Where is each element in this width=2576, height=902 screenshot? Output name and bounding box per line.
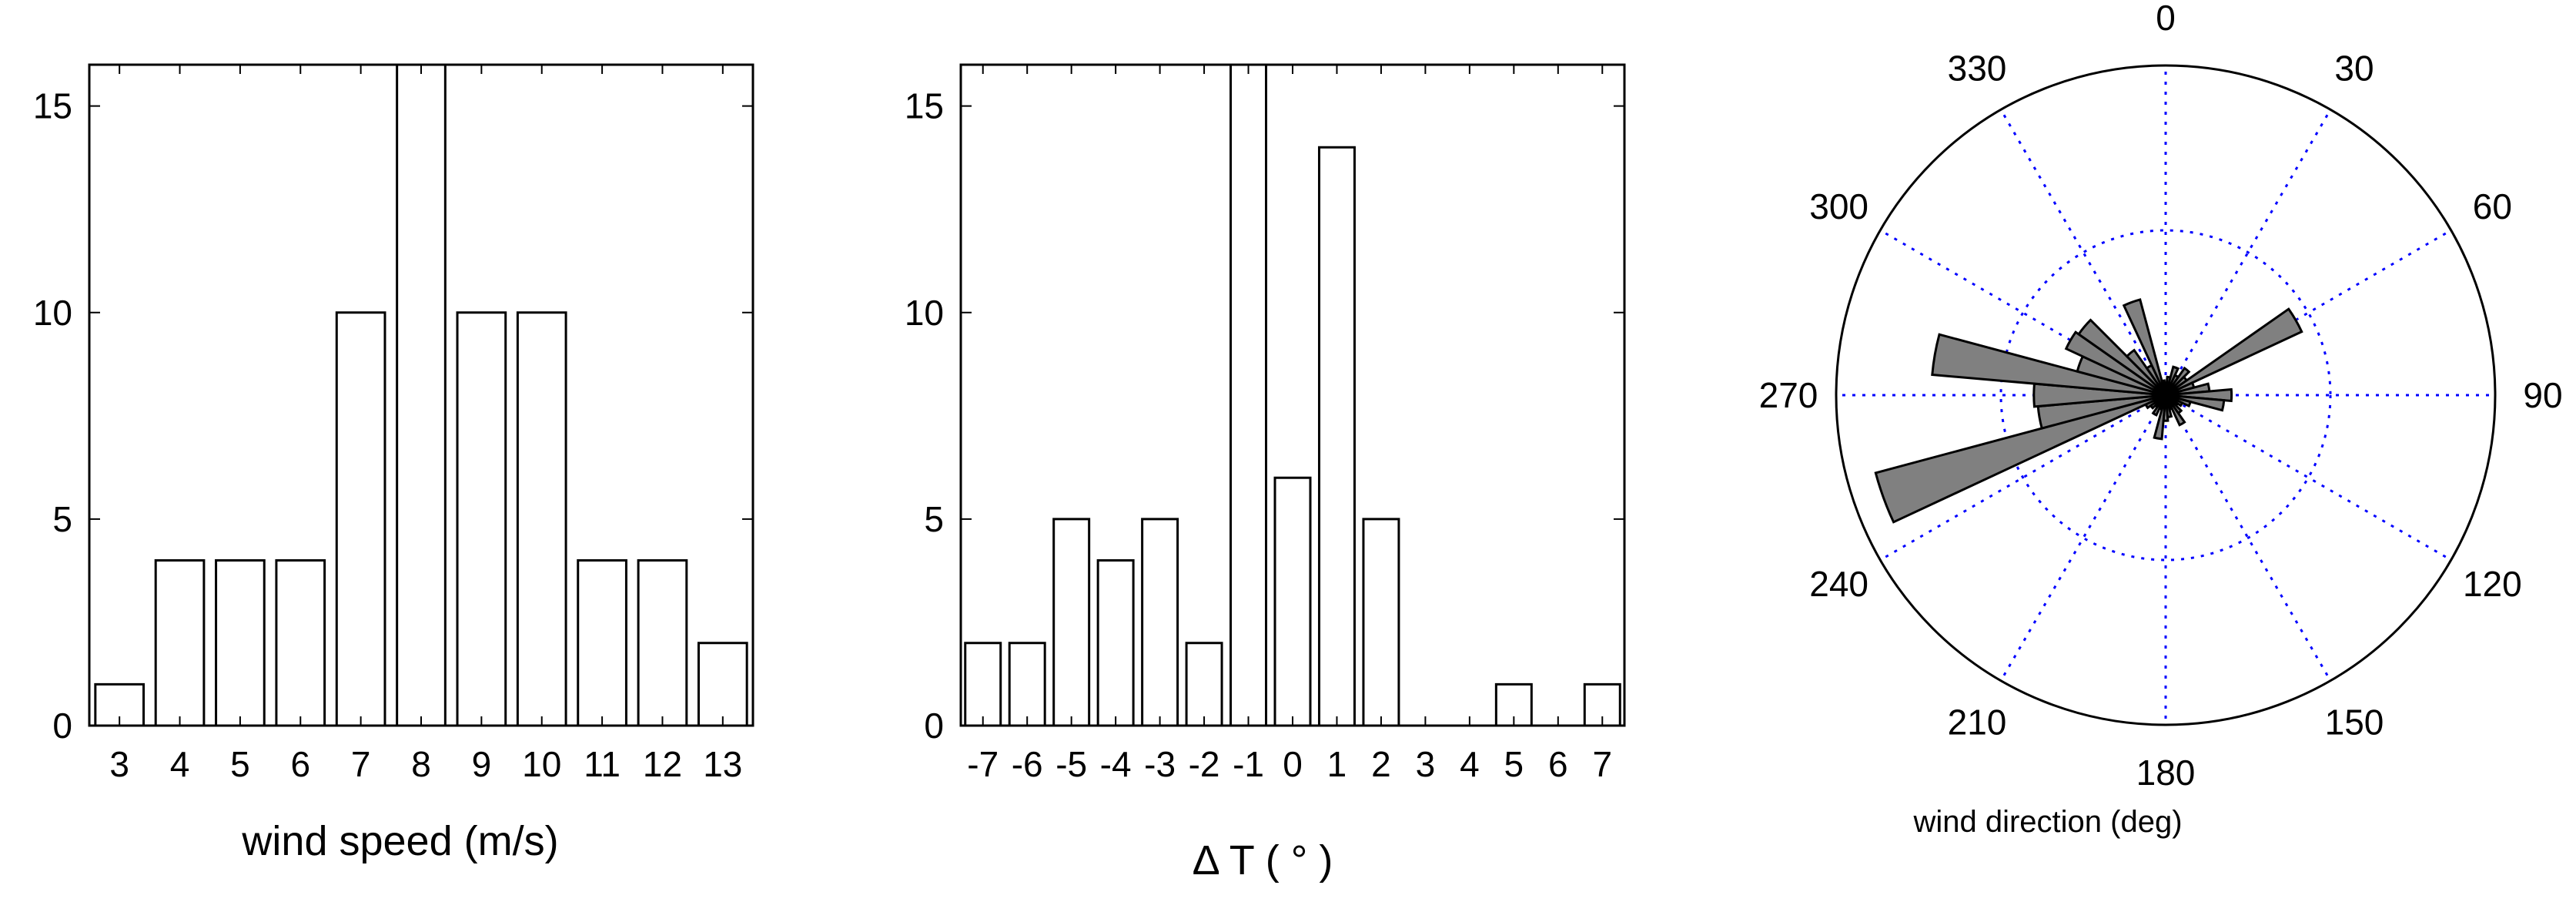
angle-label: 30 xyxy=(2334,49,2374,89)
x-tick-label: 11 xyxy=(584,744,621,784)
x-tick-label: 7 xyxy=(1592,744,1612,784)
angle-label: 330 xyxy=(1948,49,2007,89)
histogram-bar xyxy=(396,63,447,727)
histogram-bar xyxy=(1229,63,1268,727)
histogram-bar xyxy=(1317,146,1356,727)
x-tick-label: 1 xyxy=(1327,744,1347,784)
histogram-bar xyxy=(1096,559,1135,727)
histogram-bar xyxy=(697,642,748,727)
angle-label: 0 xyxy=(2156,0,2176,38)
wind-direction-axis-title: wind direction (deg) xyxy=(1912,805,2182,839)
x-tick-label: 2 xyxy=(1371,744,1391,784)
x-tick-label: 9 xyxy=(472,744,492,784)
rose-wedge xyxy=(1874,394,2166,524)
angle-label: 270 xyxy=(1759,375,1818,415)
histogram-bar xyxy=(456,311,507,727)
angle-label: 240 xyxy=(1809,564,1868,604)
x-tick-label: -1 xyxy=(1233,744,1264,784)
histogram-bar xyxy=(577,559,627,727)
histogram-bar xyxy=(1273,476,1312,727)
histogram-bar xyxy=(1141,518,1179,727)
wind-rose-plot: 0 30 60 90 120 150 180 210 240 270 300 330 xyxy=(1759,0,2563,793)
rose-wedge xyxy=(2165,307,2303,397)
angle-label: 120 xyxy=(2463,564,2522,604)
y-tick-label: 5 xyxy=(924,499,944,539)
angle-label: 210 xyxy=(1948,702,2007,742)
x-tick-label: 10 xyxy=(522,744,561,784)
histogram-bar xyxy=(1008,642,1046,727)
rose-wedge xyxy=(2160,379,2167,396)
x-tick-label: -6 xyxy=(1012,744,1043,784)
x-tick-label: -2 xyxy=(1189,744,1220,784)
x-tick-label: -7 xyxy=(967,744,999,784)
rose-wedge xyxy=(2076,318,2167,397)
x-tick-label: 13 xyxy=(703,744,742,784)
angle-label: 150 xyxy=(2325,702,2384,742)
y-tick-label: 10 xyxy=(33,293,72,333)
axes-frame xyxy=(88,63,754,727)
x-tick-label: -3 xyxy=(1144,744,1176,784)
x-tick-label: 12 xyxy=(643,744,682,784)
angle-label: 90 xyxy=(2523,375,2562,415)
x-tick-label: 3 xyxy=(1416,744,1436,784)
y-tick-label: 15 xyxy=(905,86,944,126)
x-tick-label: 6 xyxy=(290,744,310,784)
y-tick-label: 0 xyxy=(52,706,72,746)
x-tick-label: -4 xyxy=(1100,744,1132,784)
x-tick-label: 5 xyxy=(230,744,250,784)
histogram-bar xyxy=(516,311,567,727)
histogram-bar xyxy=(1185,642,1223,727)
rose-wedge xyxy=(2064,330,2166,397)
y-tick-label: 5 xyxy=(52,499,72,539)
rose-wedge xyxy=(2165,387,2233,403)
angle-label: 60 xyxy=(2473,186,2512,226)
histogram-bar xyxy=(275,559,326,727)
histogram-bar xyxy=(637,559,688,727)
x-tick-label: 7 xyxy=(351,744,371,784)
wind-speed-axis-title: wind speed (m/s) xyxy=(241,818,558,864)
histogram-bar xyxy=(1362,518,1400,727)
angle-label: 180 xyxy=(2136,753,2196,793)
axes-frame xyxy=(959,63,1626,727)
y-tick-label: 15 xyxy=(33,86,72,126)
rose-wedge xyxy=(2125,348,2167,397)
x-tick-label: -5 xyxy=(1055,744,1087,784)
histogram-bar xyxy=(215,559,266,727)
x-tick-label: 8 xyxy=(411,744,431,784)
y-tick-label: 10 xyxy=(905,293,944,333)
x-tick-label: 5 xyxy=(1504,744,1524,784)
histogram-bar xyxy=(154,559,206,727)
y-tick-label: 0 xyxy=(924,706,944,746)
delta-t-axis-title: Δ T ( ° ) xyxy=(1193,837,1333,884)
histogram-bar xyxy=(1052,518,1091,727)
x-tick-label: 4 xyxy=(1460,744,1480,784)
x-tick-label: 3 xyxy=(109,744,129,784)
rose-wedge xyxy=(2122,298,2167,396)
histogram-bar xyxy=(335,311,386,727)
histogram-bar xyxy=(964,642,1002,727)
angle-label: 300 xyxy=(1809,186,1868,226)
x-tick-label: 4 xyxy=(170,744,190,784)
x-tick-label: 6 xyxy=(1548,744,1568,784)
polar-grid-circle xyxy=(1999,229,2332,562)
x-tick-label: 0 xyxy=(1283,744,1303,784)
